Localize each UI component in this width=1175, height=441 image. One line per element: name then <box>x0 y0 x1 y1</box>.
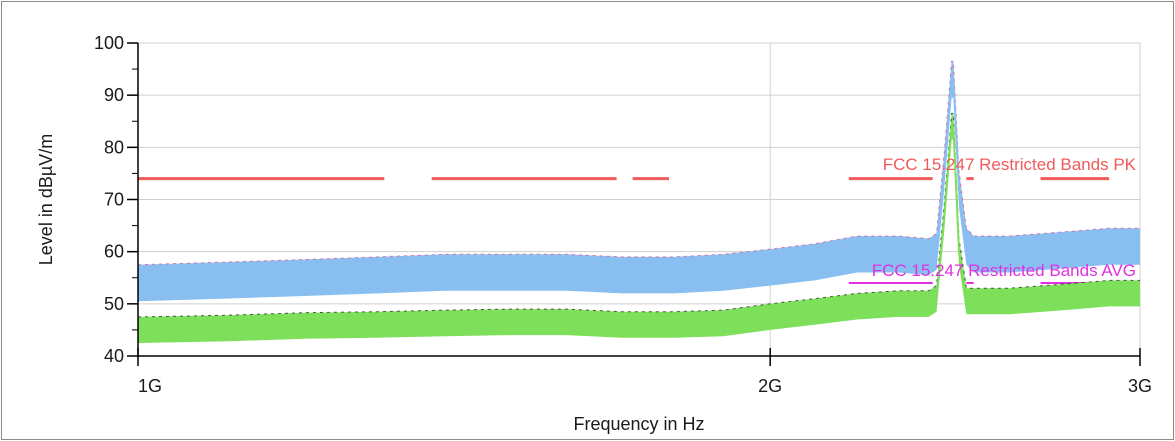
axes <box>127 42 1141 366</box>
y-tick-label: 50 <box>104 294 124 314</box>
limit-lines <box>138 177 1110 284</box>
series-band-0 <box>138 61 1140 302</box>
series-line-1 <box>137 125 1140 331</box>
y-tick-label: 80 <box>104 137 124 157</box>
x-axis-title: Frequency in Hz <box>573 414 704 434</box>
y-tick-label: 100 <box>94 33 124 53</box>
series-edge-0 <box>137 60 1140 266</box>
limit-label-avg: FCC 15.247 Restricted Bands AVG <box>872 261 1136 280</box>
y-tick-label: 60 <box>104 242 124 262</box>
x-tick-label: 2G <box>758 376 782 396</box>
y-axis-title: Level in dBµV/m <box>36 134 56 265</box>
y-tick-label: 90 <box>104 85 124 105</box>
x-tick-label: 1G <box>138 376 162 396</box>
limit-label-pk: FCC 15.247 Restricted Bands PK <box>883 155 1137 174</box>
tick-labels: 40 50 60 70 80 90 100 1G 2G 3G <box>94 33 1152 396</box>
y-tick-label: 40 <box>104 346 124 366</box>
series-line-0 <box>137 78 1140 284</box>
series-band-1 <box>138 113 1140 344</box>
series-traces <box>137 60 1140 344</box>
x-tick-label: 3G <box>1128 376 1152 396</box>
y-tick-label: 70 <box>104 190 124 210</box>
